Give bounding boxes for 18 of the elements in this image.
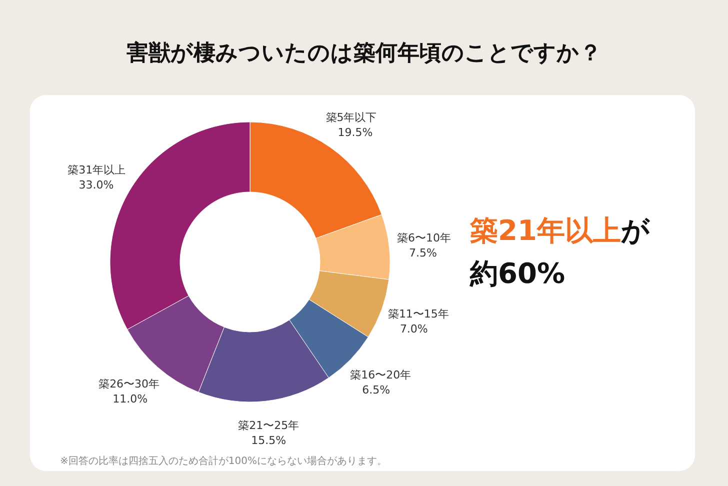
slice-label: 築5年以下 bbox=[326, 110, 377, 124]
text: 築21年以上が bbox=[469, 214, 651, 247]
data-label: 6.5% bbox=[362, 383, 390, 396]
slice-label: 築21〜25年 bbox=[238, 418, 300, 432]
chart-title: 害獣が棲みついたのは築何年頃のことですか？ bbox=[126, 40, 602, 66]
data-label: 7.5% bbox=[408, 246, 437, 260]
slice-label: 築26〜30年 bbox=[98, 378, 160, 391]
data-label: 33.0% bbox=[78, 178, 114, 192]
slice-label: 築6〜10年 bbox=[396, 231, 451, 244]
data-label: 11.0% bbox=[112, 392, 148, 406]
data-label: 7.0% bbox=[400, 322, 428, 336]
text: 約60% bbox=[469, 257, 566, 290]
data-label: 19.5% bbox=[338, 126, 373, 139]
slice-label: 築16〜20年 bbox=[350, 368, 412, 382]
data-label: 15.5% bbox=[251, 434, 286, 447]
text: ※回答の比率は四捨五入のため合計が100%にならない場合があります。 bbox=[60, 455, 387, 467]
slice-label: 築11〜15年 bbox=[388, 308, 449, 321]
slice-label: 築31年以上 bbox=[68, 163, 126, 176]
